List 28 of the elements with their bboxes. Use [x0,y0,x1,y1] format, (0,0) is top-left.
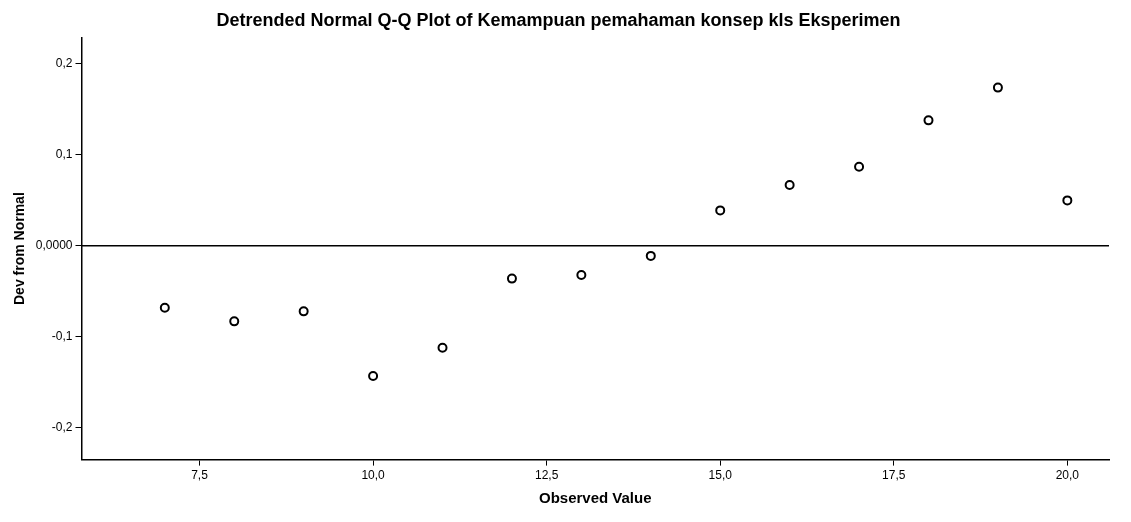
x-tick-label: 15,0 [708,468,733,483]
point [923,115,934,126]
point [992,82,1003,93]
y-axis-title: Dev from Normal [11,192,28,306]
point [784,179,795,190]
point [229,316,240,327]
point [576,269,587,280]
point [645,250,656,261]
point [715,205,726,216]
point [437,342,448,353]
point [368,370,379,381]
x-axis-title: Observed Value [538,489,652,507]
x-tick-label: 12,5 [534,468,559,483]
x-tick-label: 7,5 [191,468,209,483]
y-tick-label: -0,2 [51,420,73,435]
y-tick-label: 0,2 [55,56,73,71]
y-tick-label: -0,1 [51,329,73,344]
x-tick-label: 10,0 [361,468,386,483]
x-tick-label: 17,5 [882,468,906,483]
point [298,306,309,317]
point [1062,195,1073,206]
x-tick-label: 20,0 [1055,468,1080,483]
point [159,302,170,313]
y-tick-label: 0,0000 [35,238,73,253]
chart-title: Detrended Normal Q-Q Plot of Kemampuan pemahaman konsep kls Eksperimen [216,9,901,30]
point [854,161,865,172]
point [506,273,517,284]
y-tick-label: 0,1 [55,147,73,162]
